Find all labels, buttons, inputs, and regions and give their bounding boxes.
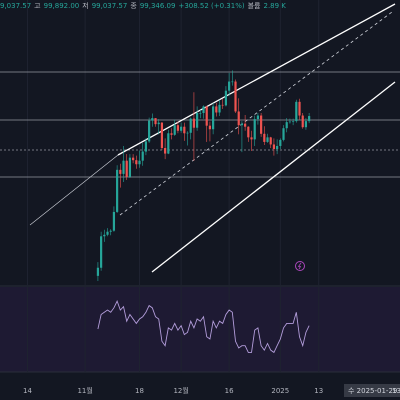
candle-body bbox=[266, 137, 269, 142]
candle-body bbox=[221, 104, 224, 106]
candle-body bbox=[279, 139, 282, 146]
candle-body bbox=[263, 133, 266, 142]
header-item: 고 bbox=[34, 2, 41, 10]
candle-body bbox=[301, 115, 304, 128]
candle-body bbox=[212, 106, 215, 130]
header-item: 볼륨 bbox=[248, 1, 261, 10]
trend-line bbox=[29, 154, 119, 226]
candle-body bbox=[157, 122, 160, 125]
candle-body bbox=[208, 125, 212, 130]
header-item: +308.52 (+0.31%) bbox=[178, 2, 244, 10]
candle-body bbox=[231, 81, 234, 83]
candle-body bbox=[119, 169, 122, 174]
candle-body bbox=[192, 118, 196, 128]
candle-body bbox=[135, 160, 138, 165]
candle-body bbox=[237, 111, 240, 126]
channel-lower bbox=[151, 81, 396, 273]
candle-body bbox=[122, 160, 125, 174]
candle-body bbox=[288, 121, 292, 123]
indicator-line bbox=[97, 299, 310, 354]
candle-body bbox=[144, 141, 148, 152]
candle-body bbox=[247, 126, 250, 138]
header-item: 99,346.09 bbox=[140, 2, 176, 10]
candle-body bbox=[215, 106, 218, 113]
candle-body bbox=[282, 128, 285, 140]
candle-body bbox=[292, 121, 295, 122]
x-tick-label: 2025 bbox=[271, 387, 289, 395]
header-item: 9,037.57 bbox=[0, 2, 31, 10]
candle-body bbox=[183, 126, 186, 134]
candle-body bbox=[164, 148, 167, 154]
candle-body bbox=[256, 115, 260, 120]
crosshair-date: 수 2025-01-29 bbox=[348, 387, 397, 395]
candle-body bbox=[173, 125, 176, 135]
crosshair-label-box bbox=[344, 384, 400, 397]
candle-body bbox=[160, 122, 164, 149]
header-item: 99,892.00 bbox=[44, 2, 80, 10]
candle-body bbox=[202, 106, 205, 113]
candle-body bbox=[218, 104, 221, 113]
candle-body bbox=[100, 236, 103, 268]
candle-body bbox=[112, 211, 116, 231]
candle-body bbox=[141, 151, 144, 161]
candle-body bbox=[199, 112, 202, 114]
x-tick-label: 12월 bbox=[173, 386, 188, 395]
candle-body bbox=[180, 126, 183, 131]
candle-body bbox=[196, 112, 199, 128]
candle-body bbox=[109, 230, 112, 232]
candle-body bbox=[228, 81, 231, 91]
header-item: 2.89 K bbox=[264, 2, 287, 10]
x-tick-label: 13 bbox=[314, 387, 323, 395]
candle-body bbox=[96, 267, 100, 276]
candle-body bbox=[154, 118, 157, 125]
indicator-pane bbox=[0, 287, 400, 372]
candle-body bbox=[234, 81, 237, 112]
candle-body bbox=[125, 160, 128, 177]
header-item: 종 bbox=[130, 2, 137, 10]
x-tick-label: 11월 bbox=[77, 386, 92, 395]
candle-body bbox=[205, 106, 208, 126]
header-item: 저 bbox=[82, 1, 88, 10]
candle-body bbox=[308, 116, 311, 122]
x-tick-label: 18 bbox=[135, 387, 144, 395]
x-tick-label: 16 bbox=[225, 387, 234, 395]
candle-body bbox=[132, 157, 135, 161]
candle-body bbox=[138, 160, 141, 165]
alert-icon[interactable] bbox=[295, 261, 305, 271]
candle-body bbox=[272, 144, 276, 150]
candle-body bbox=[244, 123, 247, 127]
candle-body bbox=[170, 133, 173, 135]
alert-icon-bolt bbox=[297, 262, 302, 270]
candle-body bbox=[224, 90, 228, 106]
candle-body bbox=[116, 169, 119, 212]
crosshair-time: 13 bbox=[392, 387, 400, 395]
candle-body bbox=[285, 122, 288, 129]
candle-body bbox=[148, 120, 151, 142]
candle-body bbox=[240, 123, 244, 126]
candle-body bbox=[103, 234, 106, 237]
candle-body bbox=[295, 101, 298, 122]
candle-body bbox=[304, 121, 308, 128]
candle-body bbox=[176, 125, 180, 131]
candle-body bbox=[276, 145, 279, 150]
candle-body bbox=[167, 133, 170, 154]
candle-body bbox=[189, 118, 192, 133]
candle-body bbox=[151, 118, 154, 121]
channel-upper bbox=[117, 3, 396, 156]
candle-body bbox=[128, 157, 132, 177]
header-item: 99,037.57 bbox=[92, 2, 128, 10]
candle-body bbox=[298, 101, 301, 116]
candle-body bbox=[186, 132, 189, 134]
x-tick-label: 14 bbox=[23, 387, 32, 395]
channel-middle bbox=[119, 11, 393, 216]
candle-body bbox=[253, 119, 256, 140]
candle-body bbox=[269, 137, 272, 145]
candle-body bbox=[260, 115, 263, 134]
candle-body bbox=[250, 137, 253, 140]
candle-body bbox=[106, 231, 109, 235]
